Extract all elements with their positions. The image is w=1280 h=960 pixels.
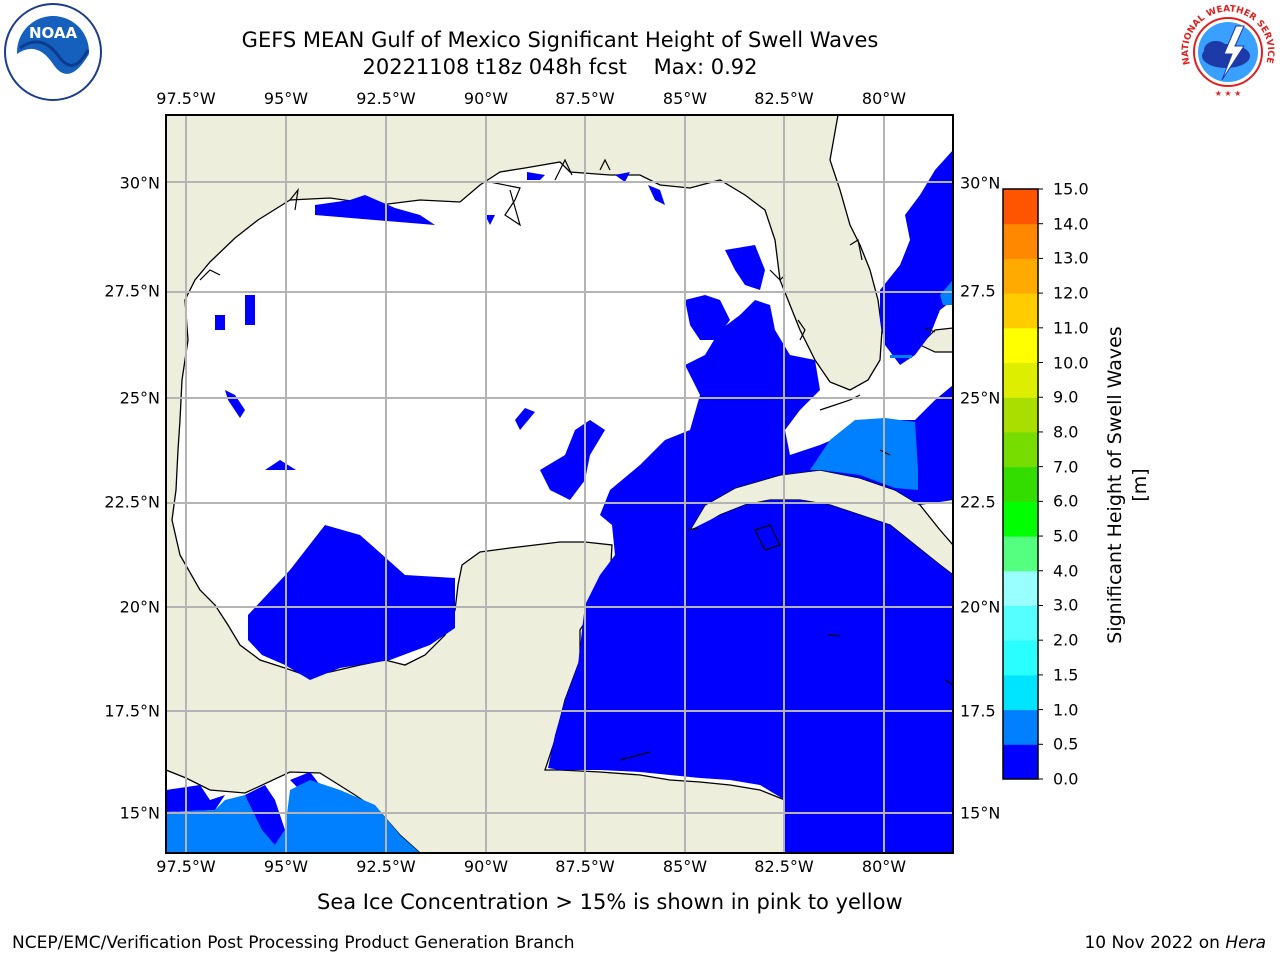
noaa-logo: NOAA xyxy=(4,3,102,101)
lon-label-top: 85°W xyxy=(662,89,708,108)
colorbar-tick-label: 14.0 xyxy=(1053,214,1089,234)
lat-label-left: 30°N xyxy=(119,173,160,193)
lon-label-bottom: 95°W xyxy=(263,857,309,876)
svg-text:★ ★ ★: ★ ★ ★ xyxy=(1215,89,1242,98)
lon-label-bottom: 97.5°W xyxy=(156,857,216,876)
lon-label-bottom: 92.5°W xyxy=(356,857,416,876)
lat-label-left: 17.5°N xyxy=(104,701,160,721)
lat-label-left: 20°N xyxy=(119,597,160,617)
colorbar-bin xyxy=(1003,431,1038,468)
noaa-logo-text: NOAA xyxy=(29,24,78,42)
lon-label-bottom: 82.5°W xyxy=(754,857,814,876)
colorbar-bin xyxy=(1003,744,1038,780)
lon-label-top: 92.5°W xyxy=(356,89,416,108)
lat-label-right: 25°N xyxy=(960,388,1001,408)
colorbar-bin xyxy=(1003,362,1038,398)
map-frame xyxy=(165,114,954,854)
lon-label-top: 80°W xyxy=(861,89,907,108)
lon-label-bottom: 80°W xyxy=(861,857,907,876)
colorbar-tick-label: 13.0 xyxy=(1053,248,1089,268)
date-text: 10 Nov 2022 on xyxy=(1084,933,1226,953)
lon-label-bottom: 85°W xyxy=(662,857,708,876)
colorbar-bin xyxy=(1003,397,1038,433)
lat-label-right: 27.5 xyxy=(960,281,996,301)
credit-line: NCEP/EMC/Verification Post Processing Pr… xyxy=(12,933,575,953)
colorbar-tick-label: 8.0 xyxy=(1053,422,1079,442)
colorbar-bin xyxy=(1003,570,1038,606)
colorbar-tick-label: 6.0 xyxy=(1053,491,1079,511)
lat-label-right: 15°N xyxy=(960,803,1001,823)
colorbar-tick-label: 2.0 xyxy=(1053,630,1079,650)
colorbar-bin xyxy=(1003,501,1038,537)
lon-label-top: 90°W xyxy=(463,89,509,108)
nws-logo: NATIONAL WEATHER SERVICE ★ ★ ★ xyxy=(1181,4,1275,99)
host-name: Hera xyxy=(1225,933,1266,953)
colorbar-tick-label: 7.0 xyxy=(1053,457,1079,477)
lat-lon-gridlines xyxy=(166,115,953,853)
bahamas-landmass xyxy=(918,327,953,353)
colorbar-tick-label: 10.0 xyxy=(1053,353,1089,373)
lat-label-right: 20°N xyxy=(960,597,1001,617)
map-title: GEFS MEAN Gulf of Mexico Significant Hei… xyxy=(241,28,879,52)
colorbar-tick-label: 11.0 xyxy=(1053,318,1089,338)
lat-label-left: 27.5°N xyxy=(104,281,160,301)
colorbar-tick-label: 15.0 xyxy=(1053,179,1089,199)
lat-label-right: 22.5 xyxy=(960,492,996,512)
colorbar-tick-label: 1.0 xyxy=(1053,700,1079,720)
colorbar-title: Significant Height of Swell Waves [m] xyxy=(1104,326,1151,644)
lon-label-top: 95°W xyxy=(263,89,309,108)
lat-label-left: 25°N xyxy=(119,388,160,408)
lon-label-top: 82.5°W xyxy=(754,89,814,108)
colorbar-bin xyxy=(1003,709,1038,745)
colorbar-bin xyxy=(1003,605,1038,641)
sea-ice-note: Sea Ice Concentration > 15% is shown in … xyxy=(317,890,903,914)
map-subtitle: 20221108 t18z 048h fcst Max: 0.92 xyxy=(362,55,758,79)
date-stamp: 10 Nov 2022 on Hera xyxy=(1084,933,1266,953)
colorbar-tick-label: 0.5 xyxy=(1053,734,1079,754)
colorbar-bin xyxy=(1003,466,1038,502)
lat-label-right: 17.5 xyxy=(960,701,996,721)
colorbar-bin xyxy=(1003,189,1038,225)
colorbar-bin xyxy=(1003,640,1038,676)
colorbar-tick-label: 4.0 xyxy=(1053,561,1079,581)
lon-label-bottom: 90°W xyxy=(463,857,509,876)
colorbar-frame xyxy=(1002,188,1039,780)
colorbar-tick-label: 9.0 xyxy=(1053,387,1079,407)
colorbar-tick-label: 5.0 xyxy=(1053,526,1079,546)
colorbar-tick-label: 1.5 xyxy=(1053,665,1079,685)
lon-label-bottom: 87.5°W xyxy=(555,857,615,876)
lat-label-left: 15°N xyxy=(119,803,160,823)
lon-label-top: 87.5°W xyxy=(555,89,615,108)
swell-0.5-1-m-regions xyxy=(166,280,953,853)
colorbar-bin xyxy=(1003,293,1038,329)
colorbar-bin xyxy=(1003,327,1038,364)
lon-label-top: 97.5°W xyxy=(156,89,216,108)
colorbar-tick-label: 12.0 xyxy=(1053,283,1089,303)
colorbar xyxy=(1002,188,1043,780)
colorbar-bin xyxy=(1003,223,1038,259)
colorbar-bin xyxy=(1003,536,1038,572)
colorbar-bin xyxy=(1003,258,1038,294)
colorbar-tick-label: 0.0 xyxy=(1053,769,1079,789)
colorbar-tick-label: 3.0 xyxy=(1053,595,1079,615)
lat-label-left: 22.5°N xyxy=(104,492,160,512)
lat-label-right: 30°N xyxy=(960,173,1001,193)
colorbar-bin xyxy=(1003,674,1038,711)
